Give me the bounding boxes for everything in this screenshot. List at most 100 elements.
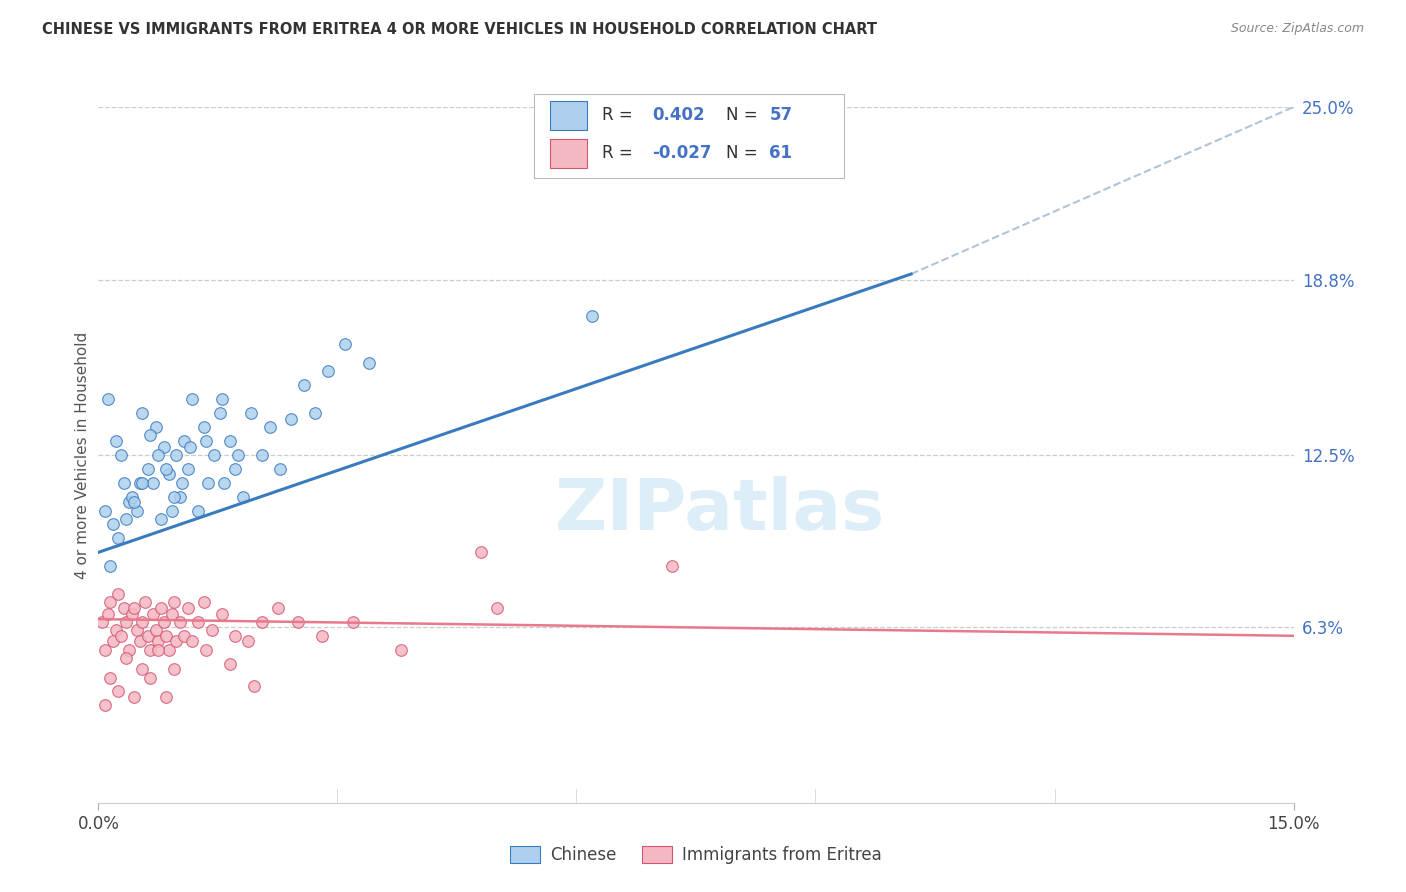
Point	[136, 629, 159, 643]
Point	[287, 615, 309, 629]
Point	[163, 662, 186, 676]
Point	[211, 392, 233, 407]
Text: 57: 57	[769, 106, 793, 124]
Point	[155, 629, 177, 643]
Point	[148, 634, 170, 648]
Point	[125, 503, 148, 517]
Point	[131, 406, 153, 420]
Text: Source: ZipAtlas.com: Source: ZipAtlas.com	[1230, 22, 1364, 36]
Point	[155, 690, 177, 704]
Point	[121, 490, 143, 504]
Point	[149, 512, 172, 526]
Point	[128, 475, 150, 490]
Point	[125, 624, 148, 638]
Point	[97, 392, 120, 407]
Point	[107, 684, 129, 698]
Text: N =: N =	[725, 106, 763, 124]
Point	[152, 440, 174, 454]
Point	[259, 420, 281, 434]
Point	[197, 475, 219, 490]
Point	[187, 503, 209, 517]
Text: CHINESE VS IMMIGRANTS FROM ERITREA 4 OR MORE VEHICLES IN HOUSEHOLD CORRELATION C: CHINESE VS IMMIGRANTS FROM ERITREA 4 OR …	[42, 22, 877, 37]
Point	[224, 629, 246, 643]
Point	[142, 607, 165, 621]
Text: N =: N =	[725, 144, 763, 162]
Point	[148, 448, 170, 462]
Point	[214, 475, 236, 490]
Point	[124, 495, 146, 509]
Y-axis label: 4 or more Vehicles in Household: 4 or more Vehicles in Household	[75, 331, 90, 579]
Point	[110, 629, 132, 643]
Point	[124, 690, 146, 704]
Point	[139, 642, 162, 657]
Point	[169, 490, 191, 504]
Point	[240, 406, 263, 420]
Point	[131, 475, 153, 490]
Point	[226, 448, 249, 462]
Point	[98, 671, 122, 685]
Text: 0.402: 0.402	[652, 106, 704, 124]
Point	[112, 601, 135, 615]
Point	[219, 434, 242, 448]
Point	[304, 406, 326, 420]
Point	[107, 532, 129, 546]
Point	[359, 356, 381, 370]
Text: ZIPatlas: ZIPatlas	[555, 476, 884, 545]
Point	[166, 634, 188, 648]
Point	[94, 642, 117, 657]
Point	[172, 475, 194, 490]
Point	[238, 634, 260, 648]
Point	[179, 440, 201, 454]
Text: R =: R =	[602, 106, 638, 124]
Point	[211, 607, 233, 621]
Point	[94, 503, 117, 517]
Point	[145, 420, 167, 434]
Text: R =: R =	[602, 144, 638, 162]
Point	[166, 448, 188, 462]
Point	[316, 364, 339, 378]
FancyBboxPatch shape	[550, 102, 586, 130]
Point	[97, 607, 120, 621]
Point	[160, 607, 183, 621]
Point	[269, 462, 291, 476]
Point	[280, 411, 302, 425]
Point	[485, 601, 508, 615]
Point	[181, 392, 204, 407]
Point	[134, 595, 156, 609]
Point	[101, 517, 124, 532]
Point	[145, 624, 167, 638]
Point	[219, 657, 242, 671]
Point	[107, 587, 129, 601]
Point	[200, 624, 222, 638]
Point	[187, 615, 209, 629]
Point	[115, 615, 138, 629]
Point	[104, 434, 127, 448]
Point	[173, 629, 195, 643]
Point	[94, 698, 117, 713]
Point	[148, 642, 170, 657]
Point	[118, 495, 141, 509]
Point	[169, 615, 191, 629]
Point	[163, 595, 186, 609]
Point	[176, 601, 198, 615]
Point	[115, 651, 138, 665]
Point	[181, 634, 204, 648]
Point	[250, 615, 273, 629]
Point	[139, 671, 162, 685]
Point	[118, 642, 141, 657]
Point	[149, 601, 172, 615]
Point	[139, 428, 162, 442]
Point	[124, 601, 146, 615]
Point	[342, 615, 364, 629]
Point	[202, 448, 225, 462]
Point	[157, 642, 180, 657]
Point	[152, 615, 174, 629]
Point	[335, 336, 357, 351]
Legend: Chinese, Immigrants from Eritrea: Chinese, Immigrants from Eritrea	[503, 839, 889, 871]
Point	[115, 512, 138, 526]
Point	[661, 559, 683, 574]
Point	[173, 434, 195, 448]
Point	[160, 503, 183, 517]
Point	[112, 475, 135, 490]
Point	[157, 467, 180, 482]
